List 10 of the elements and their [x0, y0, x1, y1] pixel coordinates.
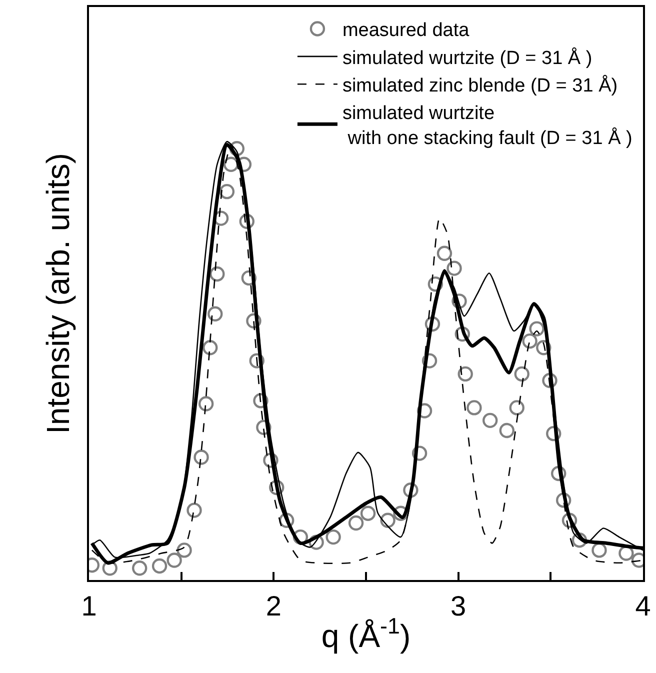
- x-tick-label: 3: [450, 590, 466, 622]
- x-tick-label: 4: [635, 590, 651, 622]
- y-axis-title: Intensity (arb. units): [40, 153, 76, 434]
- x-tick-label: 2: [266, 590, 282, 622]
- legend-label: measured data: [342, 20, 470, 42]
- legend-label: simulated zinc blende (D = 31 Å): [342, 74, 618, 97]
- legend-label: simulated wurtzite with one stacking fault (D = 31 Å ): [342, 103, 632, 149]
- x-axis-title: q (Å$^{-1}$): [321, 614, 411, 654]
- legend-label: simulated wurtzite (D = 31 Å ): [342, 46, 592, 69]
- x-tick-label: 1: [81, 590, 97, 622]
